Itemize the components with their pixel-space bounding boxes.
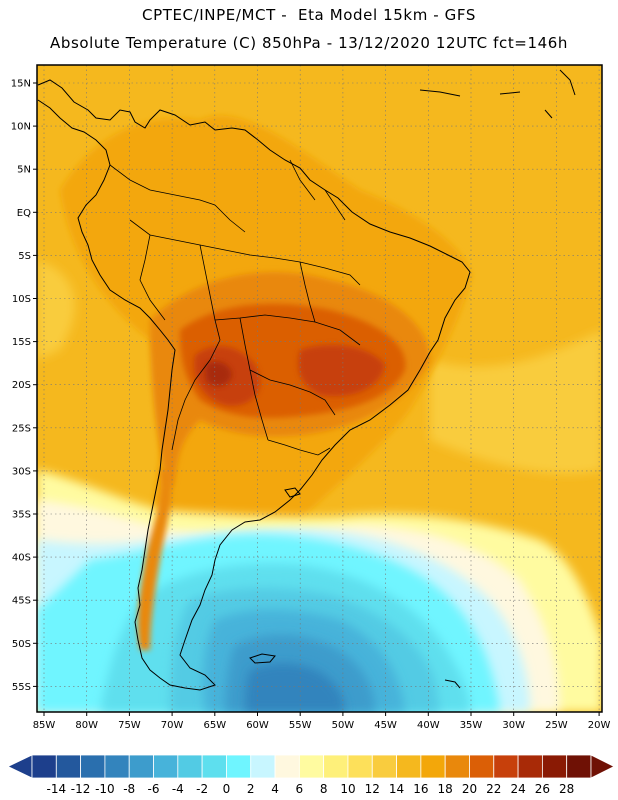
lon-tick-label: 30W	[502, 720, 525, 731]
lon-tick-label: 80W	[75, 720, 98, 731]
colorbar-swatch	[274, 754, 300, 779]
colorbar-swatch	[396, 754, 422, 779]
colorbar-swatch	[444, 754, 470, 779]
lat-tick-label: 50S	[12, 639, 31, 650]
colorbar-label: -8	[123, 782, 135, 796]
colorbar-swatch	[371, 754, 397, 779]
lat-tick-label: 10N	[11, 122, 31, 133]
colorbar-label: 24	[510, 782, 525, 796]
colorbar-label: 0	[223, 782, 231, 796]
temperature-field	[37, 65, 602, 712]
colorbar-label: -12	[71, 782, 91, 796]
map-title: CPTEC/INPE/MCT - Eta Model 15km - GFS	[142, 6, 476, 24]
lon-tick-label: 55W	[289, 720, 312, 731]
map-frame	[36, 64, 603, 713]
colorbar-label: 16	[413, 782, 428, 796]
colorbar-label: 10	[340, 782, 355, 796]
colorbar-label: 6	[296, 782, 304, 796]
colorbar-swatch	[493, 754, 519, 779]
colorbar-swatch	[80, 754, 106, 779]
lon-tick-label: 60W	[246, 720, 269, 731]
coastline	[37, 69, 576, 691]
lat-tick-label: 10S	[12, 294, 31, 305]
colorbar-swatch	[128, 754, 154, 779]
lon-tick-label: 85W	[33, 720, 56, 731]
country-borders	[109, 159, 361, 456]
colorbar-label: 4	[271, 782, 279, 796]
lat-tick-label: 30S	[12, 466, 31, 477]
lon-tick-label: 70W	[161, 720, 184, 731]
lat-tick-label: 55S	[12, 682, 31, 693]
colorbar-swatch	[177, 754, 203, 779]
colorbar-swatch	[347, 754, 373, 779]
lat-tick-label: 25S	[12, 423, 31, 434]
colorbar-swatch	[31, 754, 57, 779]
colorbar-max-arrow	[590, 754, 615, 779]
lat-tick-label: 15N	[11, 79, 31, 90]
colorbar-swatch	[541, 754, 568, 779]
colorbar-min-arrow	[7, 754, 33, 779]
lat-tick-label: 20S	[12, 380, 31, 391]
colorbar-label: 8	[320, 782, 328, 796]
lat-tick-label: EQ	[17, 208, 31, 219]
colorbar-swatch	[201, 754, 227, 779]
colorbar-label: 22	[486, 782, 501, 796]
lon-tick-label: 50W	[332, 720, 355, 731]
lat-tick-label: 5S	[18, 251, 31, 262]
colorbar-swatch	[566, 754, 592, 779]
colorbar-label: -14	[46, 782, 66, 796]
colorbar-swatch	[104, 754, 130, 779]
colorbar-label: -10	[95, 782, 115, 796]
colorbar-label: -2	[196, 782, 208, 796]
colorbar-label: -6	[148, 782, 160, 796]
lat-tick-label: 35S	[12, 510, 31, 521]
colorbar-label: 2	[247, 782, 255, 796]
colorbar-swatch	[153, 754, 179, 779]
lat-tick-label: 40S	[12, 553, 31, 564]
longitude-axis: 85W 80W 75W 70W 65W 60W 55W 50W 45W 40W 35W 30W 25W 2…	[33, 712, 611, 731]
colorbar-label: -4	[172, 782, 184, 796]
map-subtitle: Absolute Temperature (C) 850hPa - 13/12/…	[49, 34, 569, 52]
colorbar-swatch	[55, 754, 82, 779]
colorbar-label: 12	[365, 782, 380, 796]
colorbar: -14 -12 -10 -8 -6 -4 -2 0 2 4 6 8 10 12 14 16 18 20 22 24 26…	[7, 754, 615, 796]
colorbar-label: 18	[438, 782, 453, 796]
colorbar-label: 14	[389, 782, 404, 796]
colorbar-swatch	[323, 754, 349, 779]
lon-tick-label: 75W	[118, 720, 141, 731]
lon-tick-label: 25W	[545, 720, 568, 731]
lon-tick-label: 20W	[588, 720, 611, 731]
colorbar-label: 20	[462, 782, 477, 796]
lat-tick-label: 45S	[12, 596, 31, 607]
lon-tick-label: 45W	[374, 720, 397, 731]
colorbar-swatch	[250, 754, 276, 779]
colorbar-swatch	[469, 754, 495, 779]
colorbar-swatch	[226, 754, 252, 779]
colorbar-swatch	[298, 754, 325, 779]
colorbar-label: 28	[559, 782, 574, 796]
lon-tick-label: 65W	[203, 720, 226, 731]
colorbar-swatch	[517, 754, 543, 779]
colorbar-swatch	[420, 754, 446, 779]
latitude-axis: 15N 10N 5N EQ 5S 10S 15S 20S 25S 30S 35S 40S 45S 50S 5…	[11, 79, 37, 693]
lat-tick-label: 15S	[12, 337, 31, 348]
lon-tick-label: 40W	[417, 720, 440, 731]
lon-tick-label: 35W	[460, 720, 483, 731]
lat-tick-label: 5N	[17, 165, 31, 176]
colorbar-label: 26	[535, 782, 550, 796]
